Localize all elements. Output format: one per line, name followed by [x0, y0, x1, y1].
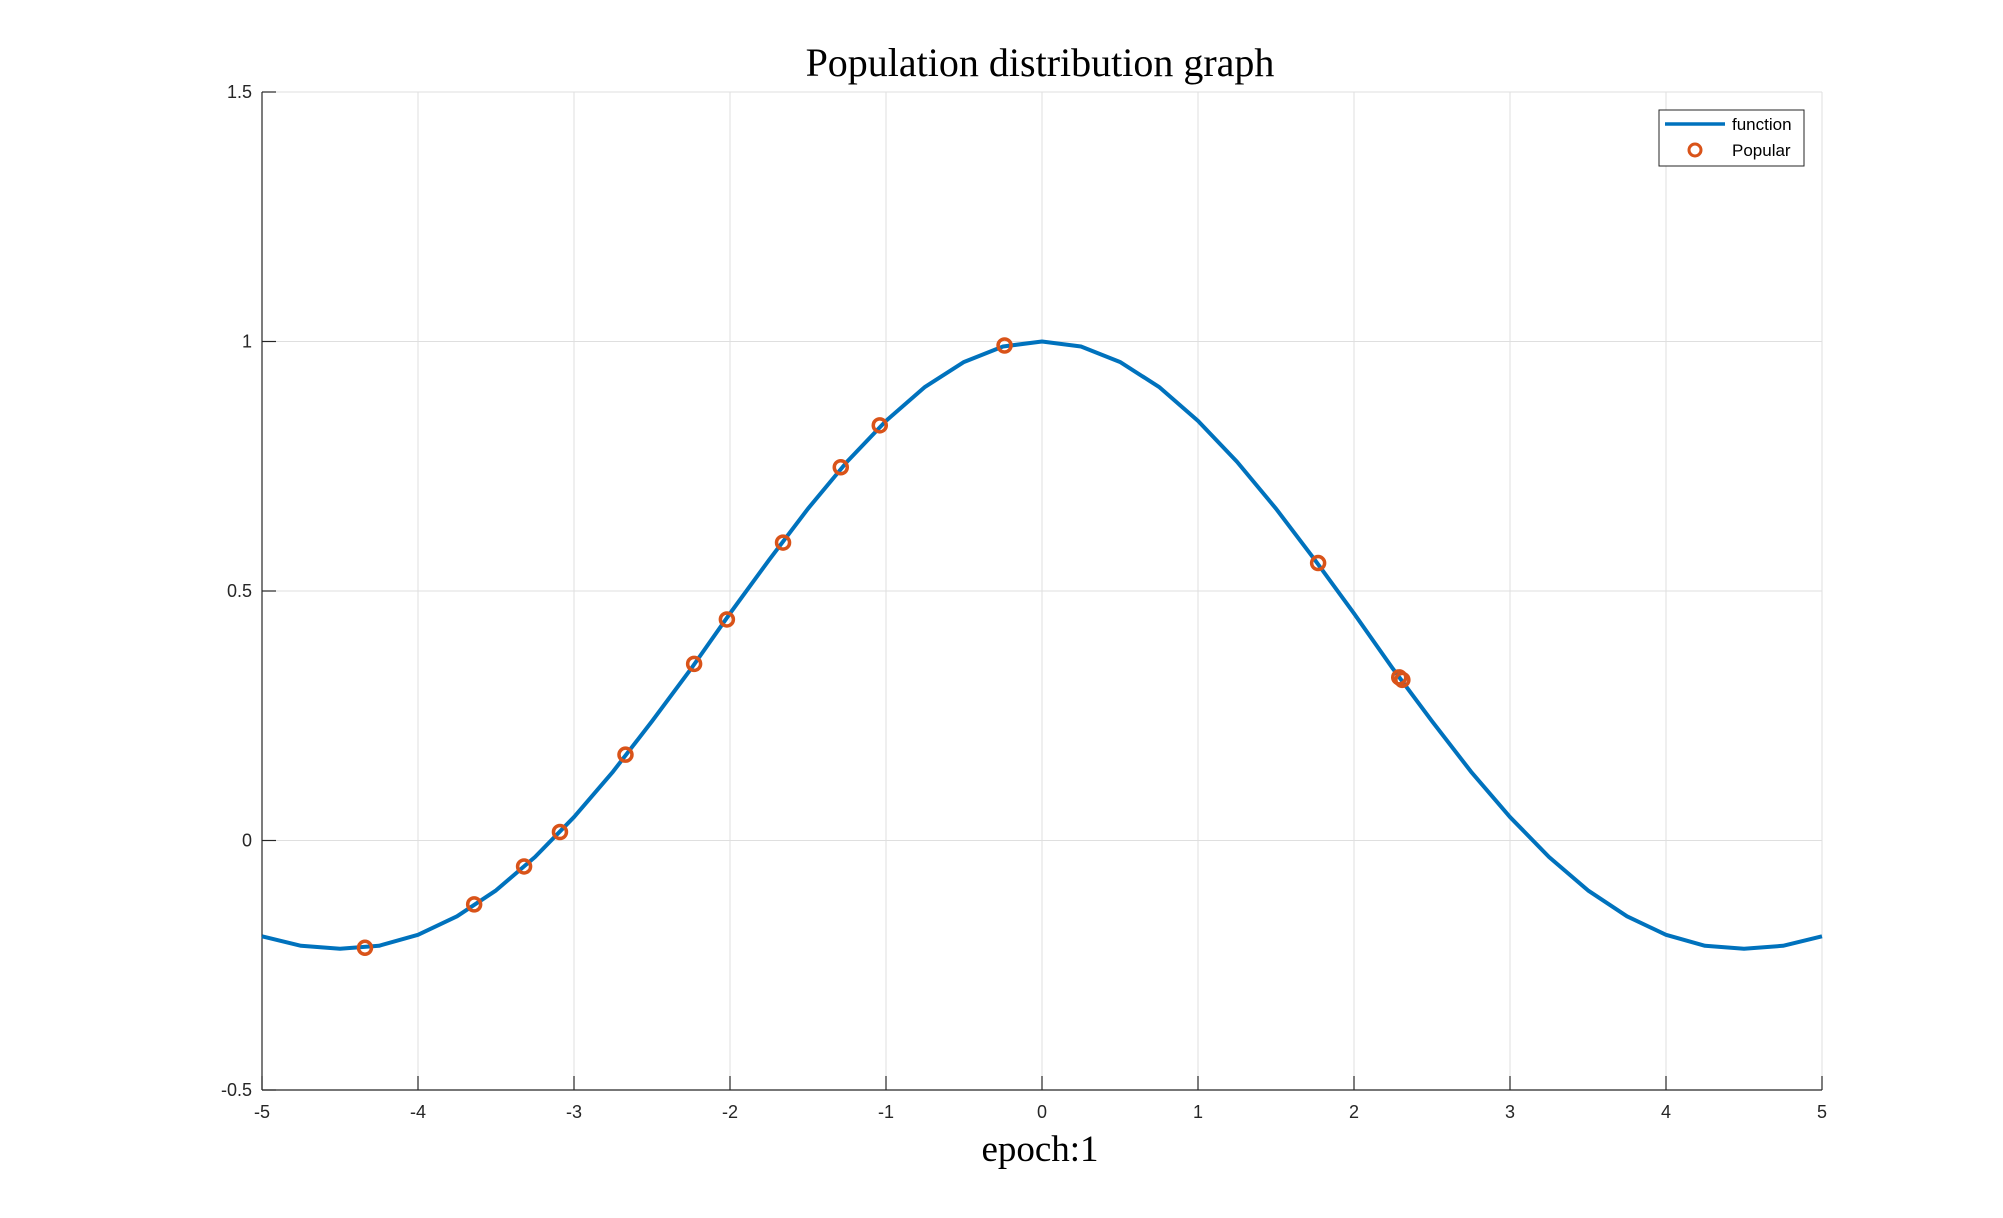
population-point: [515, 858, 533, 875]
legend-popular-swatch: [1687, 142, 1703, 158]
x-tick-label: -4: [410, 1102, 426, 1122]
population-point: [832, 458, 850, 476]
y-tick-label: 1.5: [227, 82, 252, 102]
legend-function-label: function: [1732, 115, 1792, 134]
y-tick-label: 1: [242, 332, 252, 352]
y-tick-label: 0.5: [227, 581, 252, 601]
x-tick-label: 2: [1349, 1102, 1359, 1122]
legend: function Popular: [1658, 109, 1805, 167]
legend-box: [1658, 109, 1805, 167]
population-point: [1394, 671, 1411, 689]
x-tick-label: -3: [566, 1102, 582, 1122]
x-tick-label: -2: [722, 1102, 738, 1122]
population-point: [551, 823, 569, 841]
function-line: [261, 339, 1823, 951]
population-point: [356, 939, 374, 957]
plot-area: [261, 337, 1823, 957]
x-tick-label: 1: [1193, 1102, 1203, 1122]
population-point: [996, 337, 1013, 354]
x-tick-label: 4: [1661, 1102, 1671, 1122]
population-point: [1309, 554, 1327, 572]
y-tick-label: 0: [242, 831, 252, 851]
legend-popular-label: Popular: [1732, 141, 1791, 160]
ticks: -5 -4 -3 -2 -1 0 1 2 3 4 5 -0.5 0 0.5 1 1.5: [221, 82, 1827, 1122]
x-axis-label: epoch:1: [981, 1129, 1098, 1170]
x-tick-label: 5: [1817, 1102, 1827, 1122]
x-tick-label: 0: [1037, 1102, 1047, 1122]
x-tick-label: -5: [254, 1102, 270, 1122]
population-point: [871, 417, 889, 434]
population-point: [685, 655, 703, 673]
x-tick-label: -1: [878, 1102, 894, 1122]
population-point: [718, 611, 736, 628]
chart-title: Population distribution graph: [806, 40, 1275, 85]
y-tick-label: -0.5: [221, 1080, 252, 1100]
population-point: [617, 746, 634, 763]
population-point: [465, 896, 483, 913]
population-point: [774, 534, 792, 551]
x-tick-label: 3: [1505, 1102, 1515, 1122]
